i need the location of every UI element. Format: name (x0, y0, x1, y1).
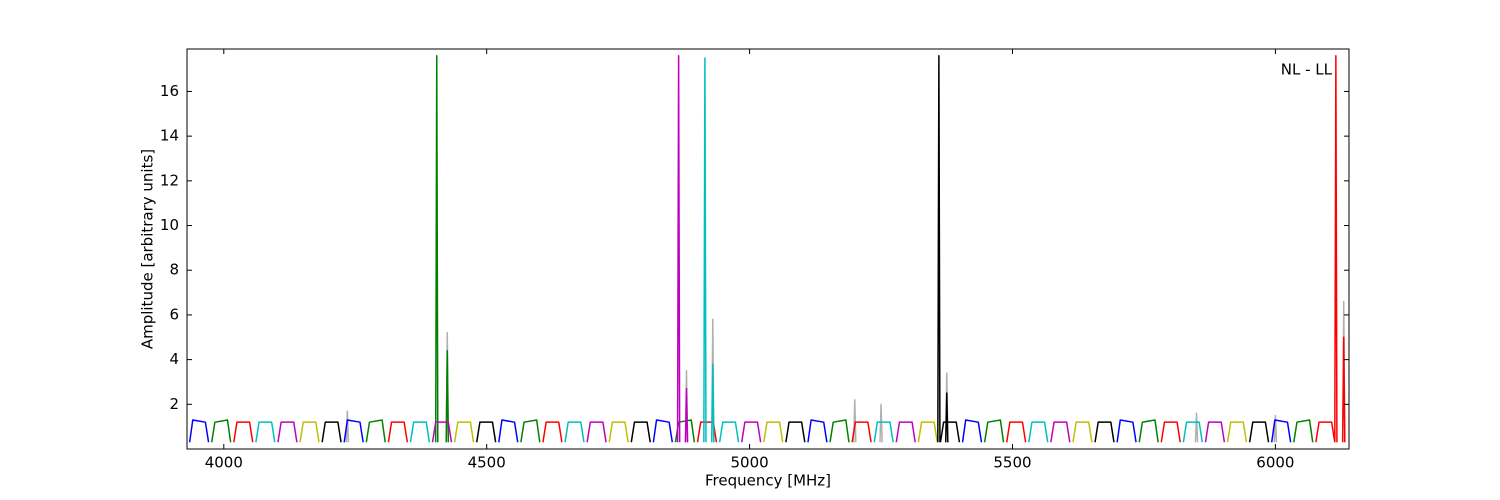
y-tick-label: 4 (169, 350, 179, 368)
y-axis-label: Amplitude [arbitrary units] (139, 149, 157, 349)
series-line (188, 419, 1292, 443)
y-tick-label: 12 (160, 171, 179, 189)
x-tick-label: 5500 (993, 454, 1031, 472)
x-tick-label: 6000 (1256, 454, 1294, 472)
series-line (255, 57, 1204, 443)
annotation: NL - LL (1281, 61, 1333, 79)
series-line (233, 54, 1346, 443)
y-tick-label: 16 (160, 82, 179, 100)
x-axis-label: Frequency [MHz] (705, 472, 831, 490)
y-tick-label: 10 (160, 216, 179, 234)
series-line (277, 54, 1226, 443)
plot-lines (188, 54, 1346, 443)
x-tick-label: 4000 (205, 454, 243, 472)
series-line (210, 54, 1314, 443)
series-line (321, 54, 1270, 443)
series-line (345, 300, 1346, 443)
x-tick-label: 5000 (731, 454, 769, 472)
series-line (299, 421, 1248, 443)
plot-frame (186, 48, 1350, 450)
y-tick-label: 8 (169, 261, 179, 279)
y-tick-label: 2 (169, 395, 179, 413)
y-tick-label: 14 (160, 127, 179, 145)
x-tick-label: 4500 (468, 454, 506, 472)
y-tick-label: 6 (169, 305, 179, 323)
